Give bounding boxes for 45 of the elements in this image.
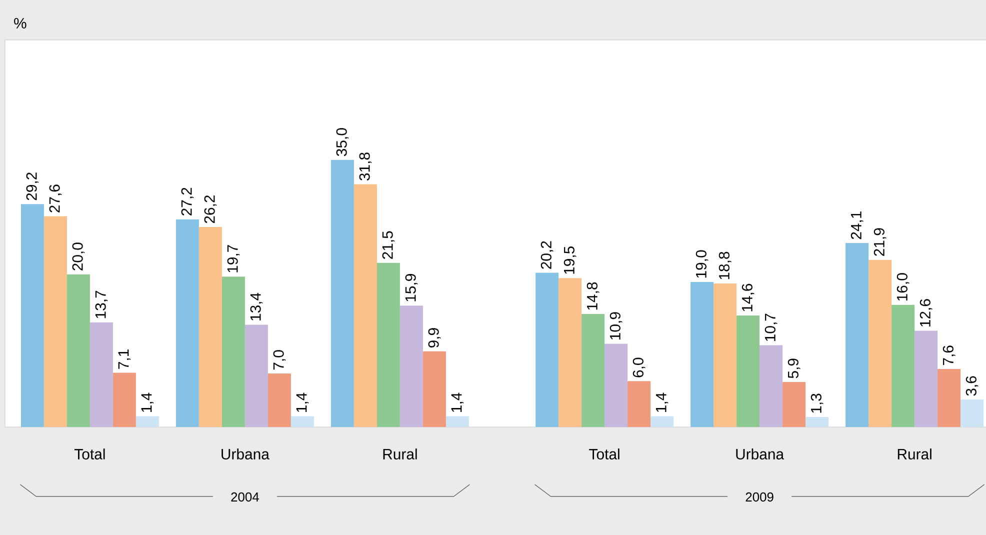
data-label: 13,4 (250, 292, 263, 320)
data-label: 19,5 (564, 246, 576, 274)
x-tick-label: Urbana (736, 448, 784, 460)
x-tick-label: Total (589, 448, 620, 460)
text: 2004 (231, 492, 259, 502)
data-label: 12,6 (920, 299, 932, 326)
data-label: 19,0 (696, 250, 708, 278)
data-label: 7,0 (273, 350, 286, 370)
data-label: 35,0 (336, 128, 349, 156)
data-label: 24,1 (850, 211, 864, 240)
data-label: 7,6 (942, 346, 956, 366)
x-tick-label: Rural (898, 448, 932, 460)
data-label: 21,9 (874, 228, 886, 256)
x-tick-label: Urbana (222, 448, 270, 460)
data-label: 10,9 (610, 312, 622, 340)
data-label: 14,6 (742, 284, 754, 312)
data-label: 1,3 (810, 394, 824, 413)
data-label: 1,4 (296, 392, 309, 412)
data-label: 14,8 (586, 282, 600, 310)
data-label: 1,4 (141, 392, 154, 412)
data-label: 27,6 (49, 184, 62, 212)
data-label: 1,4 (451, 392, 464, 412)
data-label: 10,7 (764, 314, 778, 341)
data-label: 6,0 (632, 358, 646, 378)
y-axis-title: % (14, 18, 26, 28)
data-label: 3,6 (966, 376, 978, 396)
data-label: 31,8 (359, 152, 372, 180)
data-label: 18,8 (718, 252, 732, 280)
data-label: 21,5 (382, 231, 395, 259)
data-label: 26,2 (204, 195, 217, 224)
x-tick-label: Total (74, 448, 105, 460)
data-label: 9,9 (428, 328, 441, 348)
data-label: 15,9 (405, 274, 418, 302)
x-tick-label: Rural (383, 448, 417, 460)
data-label: 1,4 (656, 392, 668, 412)
data-label: 20,0 (72, 242, 85, 270)
data-label: 19,7 (227, 245, 240, 272)
data-label: 20,2 (540, 241, 554, 269)
data-label: 29,2 (26, 172, 39, 200)
text: 2009 (746, 492, 774, 502)
data-label: 27,2 (181, 188, 194, 216)
data-label: 16,0 (896, 273, 910, 301)
data-label: 5,9 (788, 358, 800, 378)
data-label: 13,7 (95, 290, 108, 318)
data-label: 7,1 (118, 350, 131, 369)
